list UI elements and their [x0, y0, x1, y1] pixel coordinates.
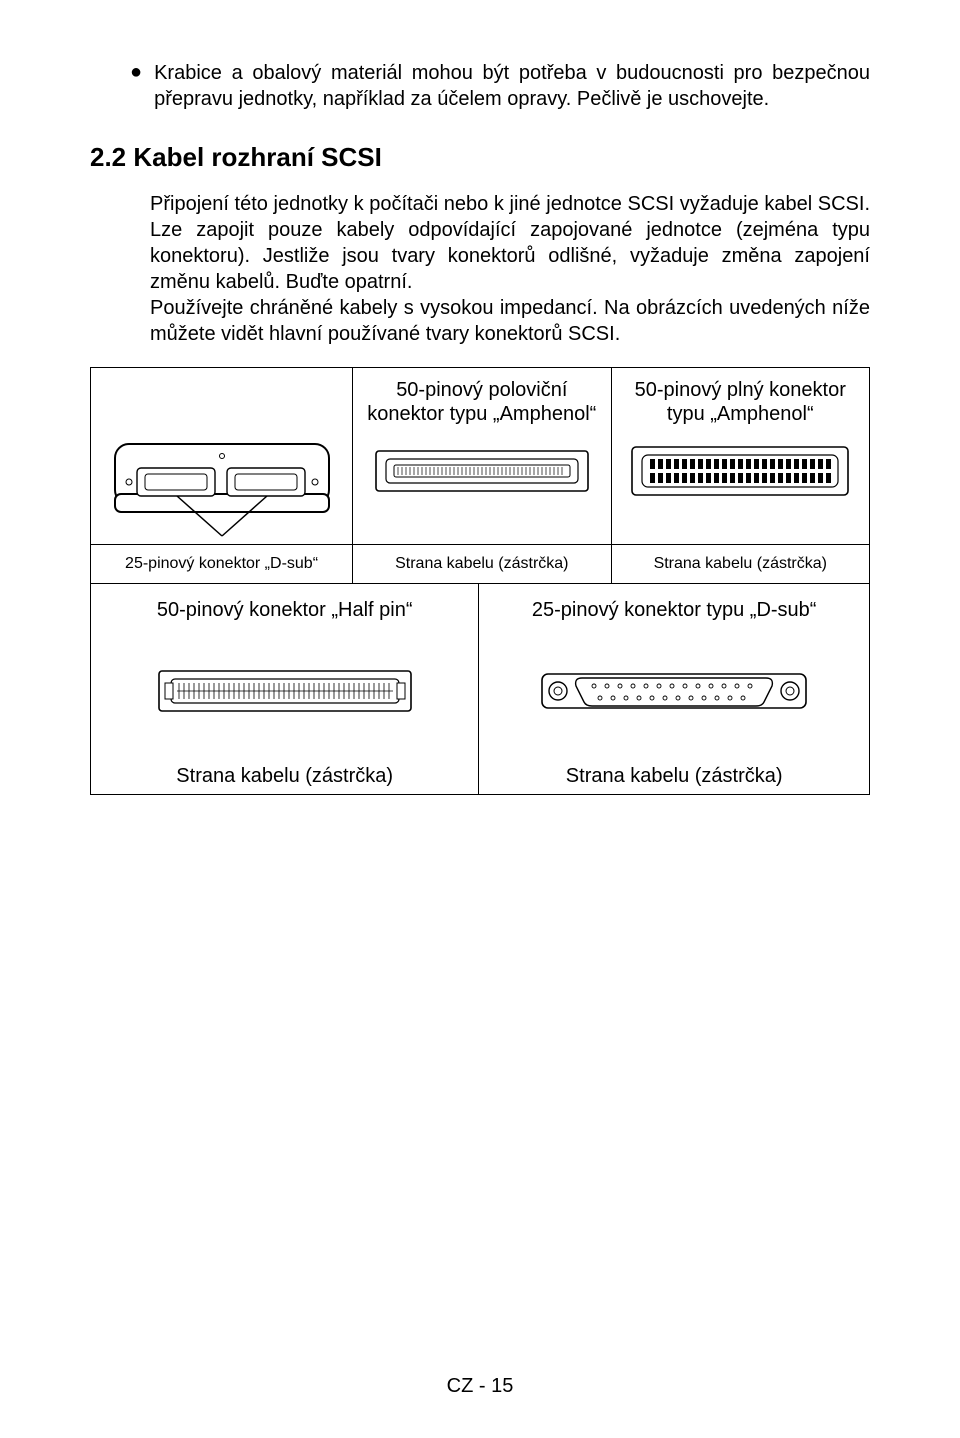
bullet-dot-icon: ●	[130, 60, 142, 112]
half-amphenol-icon	[372, 443, 592, 499]
section-heading: 2.2 Kabel rozhraní SCSI	[90, 142, 870, 173]
dsub25-illustration	[485, 646, 863, 736]
lower-col1-heading: 50-pinový konektor „Half pin“	[97, 598, 472, 646]
connector-table-lower: 50-pinový konektor „Half pin“ Strana	[90, 583, 870, 795]
dsub25-icon	[534, 656, 814, 726]
upper-col2-caption: Strana kabelu (zástrčka)	[395, 555, 568, 572]
device-rear-icon	[107, 434, 337, 544]
full-amphenol-illustration2	[618, 426, 863, 516]
device-rear-illustration2	[97, 434, 346, 544]
bullet-text: Krabice a obalový materiál mohou být pot…	[154, 60, 870, 112]
upper-col3-heading: 50-pinový plný konektor typu „Amphenol“	[618, 378, 863, 426]
half-amphenol-illustration2	[359, 426, 604, 516]
bullet-item: ● Krabice a obalový materiál mohou být p…	[130, 60, 870, 112]
page: ● Krabice a obalový materiál mohou být p…	[0, 0, 960, 1438]
section-paragraph: Připojení této jednotky k počítači nebo …	[150, 191, 870, 347]
connector-table-upper: 50-pinový poloviční konektor typu „Amphe…	[90, 367, 870, 584]
full-amphenol-icon	[630, 443, 850, 499]
lower-col2-heading: 25-pinový konektor typu „D-sub“	[485, 598, 863, 646]
half-pin-illustration	[97, 646, 472, 736]
upper-col3-caption: Strana kabelu (zástrčka)	[654, 555, 827, 572]
lower-col2-caption: Strana kabelu (zástrčka)	[485, 756, 863, 788]
half-pin-icon	[155, 663, 415, 719]
upper-col2-heading: 50-pinový poloviční konektor typu „Amphe…	[359, 378, 604, 426]
upper-col1-caption: 25-pinový konektor „D-sub“	[125, 555, 318, 572]
page-footer: CZ - 15	[0, 1375, 960, 1398]
lower-col1-caption: Strana kabelu (zástrčka)	[97, 756, 472, 788]
page-number: CZ - 15	[447, 1375, 514, 1397]
